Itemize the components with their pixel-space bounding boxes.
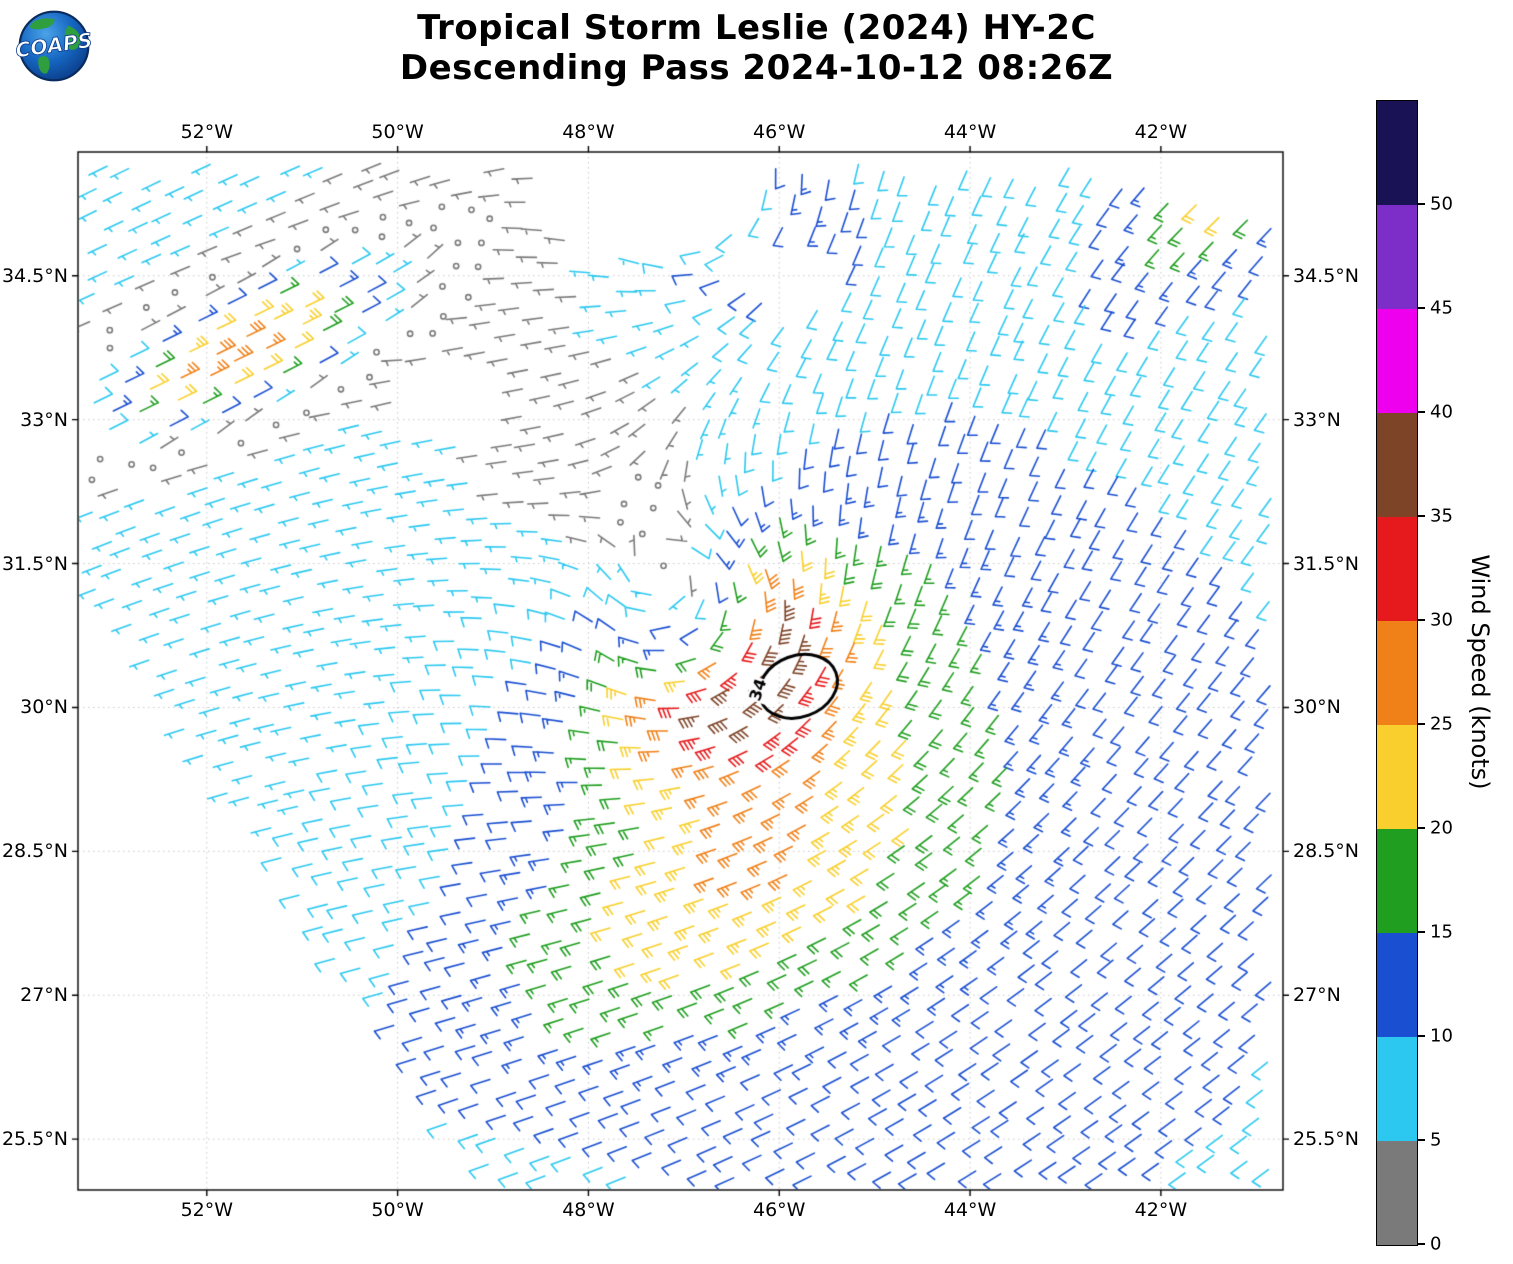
lat-tick-label-right: 33°N [1293, 408, 1341, 431]
colorbar-band [1377, 725, 1417, 829]
lat-tick-label-left: 31.5°N [1, 552, 68, 575]
colorbar-tick-label: 10 [1430, 1025, 1453, 1047]
lat-tick-label-right: 25.5°N [1293, 1128, 1360, 1151]
lat-tick-label-left: 34.5°N [1, 264, 68, 287]
coaps-logo: COAPS [14, 10, 94, 82]
colorbar-tick-mark [1418, 931, 1425, 933]
lon-tick-label-bottom: 42°W [1134, 1199, 1188, 1221]
colorbar-tick-label: 15 [1430, 921, 1453, 943]
lon-tick-label-top: 52°W [180, 121, 234, 143]
lat-tick-label-left: 27°N [20, 984, 68, 1007]
lat-tick-label-right: 27°N [1293, 984, 1341, 1007]
lon-tick-label-bottom: 46°W [753, 1199, 806, 1221]
colorbar-band [1377, 1141, 1417, 1245]
colorbar-band [1377, 205, 1417, 309]
colorbar-tick-label: 45 [1430, 297, 1453, 319]
colorbar [1376, 100, 1418, 1246]
chart-title-line1: Tropical Storm Leslie (2024) HY-2C [417, 8, 1096, 48]
lat-tick-label-right: 34.5°N [1293, 264, 1360, 287]
colorbar-tick-mark [1418, 411, 1425, 413]
colorbar-band [1377, 933, 1417, 1037]
colorbar-band [1377, 1037, 1417, 1141]
lon-tick-label-top: 50°W [371, 121, 424, 143]
continent-shape [64, 25, 81, 50]
lat-tick-label-right: 28.5°N [1293, 840, 1360, 863]
colorbar-tick-label: 30 [1430, 609, 1453, 631]
lat-tick-label-left: 33°N [20, 408, 68, 431]
colorbar-label: Wind Speed (knots) [1466, 554, 1494, 790]
colorbar-tick-mark [1418, 1139, 1425, 1141]
colorbar-tick-label: 0 [1430, 1233, 1442, 1255]
colorbar-tick-label: 25 [1430, 713, 1453, 735]
colorbar-tick-mark [1418, 827, 1425, 829]
colorbar-tick-label: 50 [1430, 193, 1453, 215]
lat-tick-label-right: 31.5°N [1293, 552, 1360, 575]
lat-tick-label-right: 30°N [1293, 696, 1341, 719]
lon-tick-label-top: 44°W [943, 121, 997, 143]
continent-shape [38, 56, 50, 74]
colorbar-tick-mark [1418, 307, 1425, 309]
colorbar-tick-mark [1418, 619, 1425, 621]
colorbar-tick-label: 5 [1430, 1129, 1442, 1151]
lon-tick-label-bottom: 52°W [180, 1199, 234, 1221]
colorbar-band [1377, 101, 1417, 205]
colorbar-tick-mark [1418, 1243, 1425, 1245]
lat-tick-label-left: 25.5°N [1, 1128, 68, 1151]
lon-tick-label-bottom: 50°W [371, 1199, 424, 1221]
colorbar-tick-mark [1418, 203, 1425, 205]
lon-tick-label-bottom: 48°W [562, 1199, 615, 1221]
colorbar-tick-mark [1418, 723, 1425, 725]
colorbar-tick-mark [1418, 515, 1425, 517]
colorbar-band [1377, 829, 1417, 933]
colorbar-band [1377, 517, 1417, 621]
colorbar-band [1377, 309, 1417, 413]
colorbar-tick-mark [1418, 1035, 1425, 1037]
lon-tick-label-top: 42°W [1134, 121, 1188, 143]
colorbar-tick-label: 40 [1430, 401, 1453, 423]
lat-tick-label-left: 28.5°N [1, 840, 68, 863]
chart-title: Tropical Storm Leslie (2024) HY-2C Desce… [0, 8, 1513, 88]
colorbar-band [1377, 413, 1417, 517]
colorbar-tick-label: 35 [1430, 505, 1453, 527]
lat-tick-label-left: 30°N [20, 696, 68, 719]
continent-shape [29, 18, 55, 30]
lon-tick-label-bottom: 44°W [943, 1199, 997, 1221]
colorbar-tick-label: 20 [1430, 817, 1453, 839]
chart-title-line2: Descending Pass 2024-10-12 08:26Z [399, 48, 1114, 89]
lon-tick-label-top: 48°W [562, 121, 615, 143]
lon-tick-label-top: 46°W [753, 121, 806, 143]
colorbar-band [1377, 621, 1417, 725]
